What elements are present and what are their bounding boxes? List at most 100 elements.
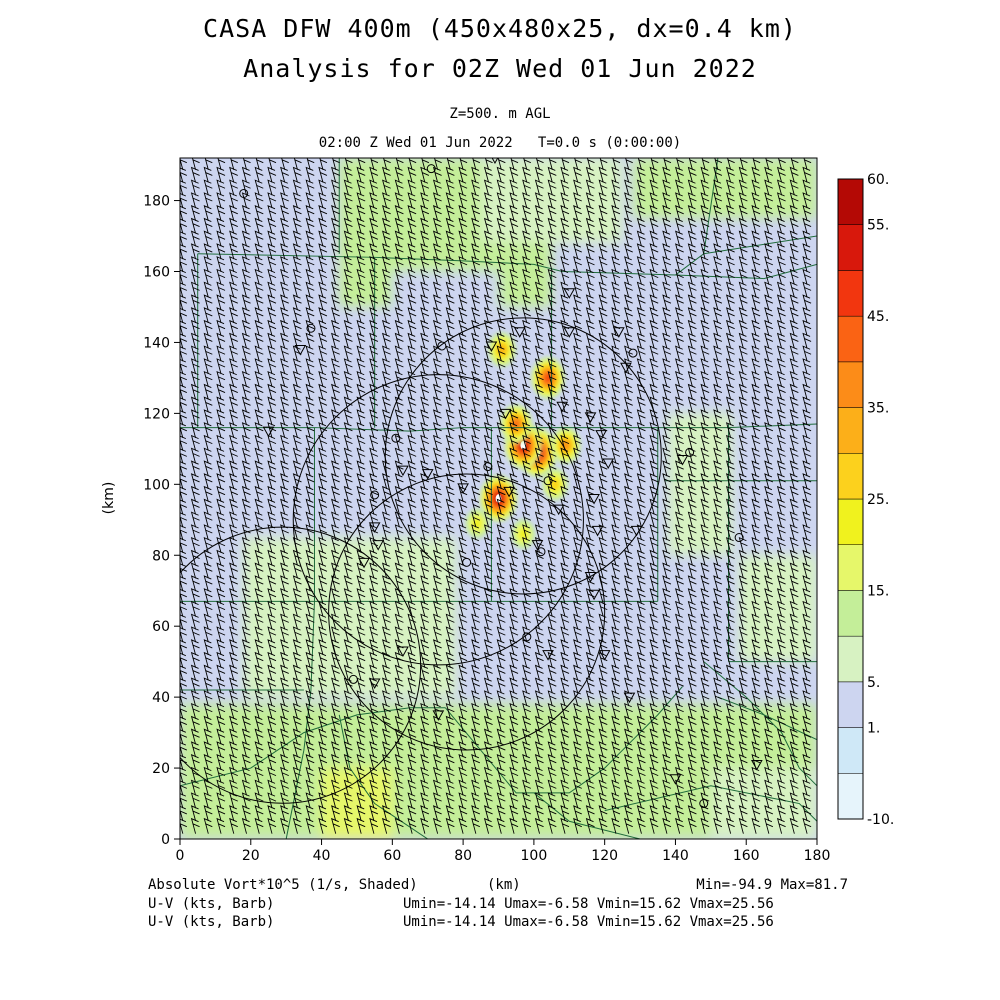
wind-barb — [662, 702, 672, 719]
wind-barb — [738, 754, 748, 770]
wind-barb — [649, 358, 659, 375]
wind-barb — [369, 370, 379, 387]
wind-barb — [687, 319, 697, 336]
wind-barb — [725, 422, 735, 438]
wind-barb — [624, 166, 633, 183]
wind-barb — [267, 192, 277, 209]
wind-barb — [255, 158, 264, 170]
colorbar-label: 15. — [867, 583, 889, 599]
wind-barb — [280, 396, 289, 413]
wind-barb — [738, 192, 748, 209]
wind-barb — [802, 473, 812, 490]
wind-barb — [343, 792, 353, 809]
wind-barb — [292, 179, 302, 196]
wind-barb — [636, 549, 646, 566]
wind-barb — [280, 370, 289, 387]
wind-barb — [675, 434, 684, 451]
wind-barb — [356, 485, 366, 502]
wind-barb — [203, 690, 213, 707]
wind-barb — [267, 460, 277, 477]
wind-barb — [624, 575, 633, 592]
wind-barb — [190, 243, 200, 260]
wind-barb — [598, 562, 608, 579]
wind-barb — [636, 664, 646, 681]
wind-range-2: Umin=-14.14 Umax=-6.58 Vmin=15.62 Vmax=2… — [403, 914, 774, 930]
wind-barb — [356, 600, 366, 617]
wind-barb — [356, 536, 366, 553]
wind-barb — [687, 485, 697, 502]
wind-barb — [764, 422, 774, 438]
wind-barb — [292, 268, 302, 285]
wind-barb — [318, 754, 328, 770]
wind-barb — [292, 626, 302, 643]
wind-barb — [649, 179, 659, 196]
wind-barb — [573, 702, 582, 719]
wind-barb — [547, 549, 557, 566]
wind-barb — [522, 294, 531, 311]
wind-barb — [445, 268, 455, 285]
wind-barb — [598, 447, 608, 464]
wind-barb — [420, 511, 430, 528]
wind-barb — [560, 434, 570, 451]
wind-barb — [751, 536, 761, 553]
wind-barb — [381, 485, 391, 502]
wind-barb — [305, 294, 315, 311]
wind-barb — [713, 256, 723, 272]
wind-barb — [662, 319, 672, 336]
wind-barb — [687, 166, 697, 183]
wind-barb — [458, 524, 468, 541]
wind-barb — [369, 600, 379, 617]
wind-barb — [180, 218, 188, 234]
wind-barb — [636, 511, 646, 528]
wind-barb — [496, 192, 506, 209]
wind-barb — [229, 422, 238, 438]
wind-barb — [751, 677, 761, 694]
wind-barb — [407, 498, 417, 515]
wind-barb — [370, 158, 379, 170]
wind-barb — [776, 179, 786, 196]
wind-barb — [700, 779, 710, 796]
wind-barb — [790, 158, 799, 170]
wind-barb — [305, 588, 315, 604]
wind-barb — [383, 158, 391, 170]
wind-barb — [407, 805, 417, 822]
wind-barb — [598, 230, 608, 247]
wind-barb — [789, 166, 799, 183]
wind-barb — [598, 319, 608, 336]
wind-barb — [394, 307, 404, 324]
wind-barb — [180, 767, 188, 783]
wind-barb — [738, 205, 748, 221]
wind-barb — [713, 600, 723, 617]
wind-barb — [280, 613, 289, 630]
wind-barb — [471, 639, 481, 656]
wind-barb — [764, 817, 774, 834]
wind-barb — [318, 345, 328, 362]
wind-barb — [216, 562, 226, 579]
wind-barb — [254, 549, 264, 566]
wind-barb — [738, 319, 748, 336]
wind-barb — [407, 409, 417, 426]
wind-barb — [560, 192, 570, 209]
wind-barb — [381, 205, 391, 221]
wind-barb — [280, 383, 289, 400]
wind-barb — [203, 230, 213, 247]
wind-barb — [560, 230, 570, 247]
wind-barb — [509, 549, 519, 566]
wind-barb — [471, 332, 481, 349]
wind-barb — [509, 626, 519, 643]
wind-barb — [636, 715, 646, 732]
wind-barb — [180, 435, 188, 451]
wind-barb — [420, 319, 430, 336]
wind-barb — [675, 166, 684, 183]
wind-barb — [522, 715, 531, 732]
colorbar-label: 35. — [867, 401, 889, 417]
wind-barb — [203, 268, 213, 285]
wind-barb — [458, 205, 468, 221]
wind-barb — [180, 499, 188, 515]
wind-barb — [292, 817, 302, 834]
station-triangle — [584, 572, 597, 583]
wind-barb — [636, 702, 646, 719]
wind-barb — [394, 766, 404, 783]
wind-barb — [776, 409, 786, 426]
wind-barb — [394, 613, 404, 630]
